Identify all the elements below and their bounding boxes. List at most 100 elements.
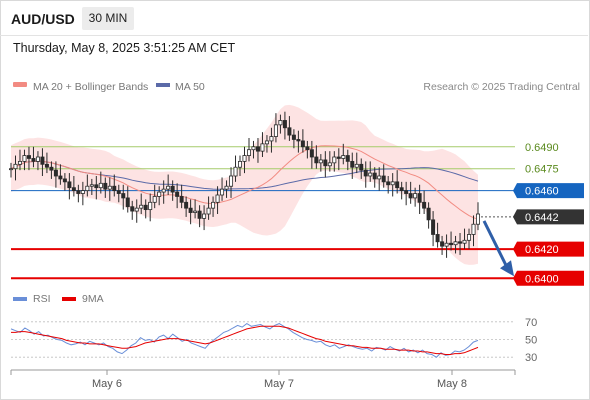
candle-body (206, 207, 211, 215)
candle-body (386, 181, 391, 186)
candle-body (40, 156, 45, 165)
candle (242, 146, 247, 174)
candle (125, 186, 130, 213)
rsi-tick-30: 30 (525, 352, 537, 364)
x-tick-label: May 6 (92, 378, 122, 390)
candle (238, 155, 243, 176)
x-tick-label: May 7 (264, 378, 294, 390)
candle-body (359, 163, 364, 171)
candle (260, 132, 265, 157)
level-label-0.6460: 0.6460 (525, 186, 559, 198)
candle-body (67, 181, 72, 189)
candle-body (440, 241, 445, 247)
candle (467, 228, 472, 250)
candle (35, 151, 40, 171)
ma20-legend-swatch (13, 82, 27, 87)
candle (44, 152, 49, 174)
candle-body (229, 175, 234, 187)
candle (53, 161, 58, 188)
candle (422, 190, 427, 214)
header-divider (0, 35, 588, 36)
forecast-arrow-shaft (482, 220, 509, 268)
candle (31, 146, 36, 168)
candle (296, 130, 301, 153)
candle-body (354, 163, 359, 168)
candle (103, 177, 108, 198)
ma20-line (10, 145, 479, 220)
level-label-0.6475: 0.6475 (525, 164, 559, 176)
candle (220, 177, 225, 201)
candle (444, 234, 449, 258)
candle-body (53, 169, 58, 177)
candle-body (98, 182, 103, 189)
candle-body (76, 190, 81, 194)
candle-body (417, 193, 422, 203)
candle-body (413, 193, 418, 199)
rsi-line (10, 322, 479, 358)
candle (336, 148, 341, 171)
candle-body (197, 210, 202, 219)
candle (417, 184, 422, 214)
candle (152, 184, 157, 209)
candle-body (125, 197, 130, 208)
candle (345, 149, 350, 171)
ma50-legend-swatch (156, 83, 170, 87)
candle (269, 127, 274, 153)
time-axis: May 6 May 7 May 8 (10, 369, 516, 390)
candle-body (336, 156, 341, 159)
candle-body (435, 234, 440, 243)
candle-body (318, 159, 323, 164)
rsi-tick-50: 50 (525, 335, 537, 347)
candle-body (314, 156, 319, 164)
candle (431, 211, 436, 247)
level-label-0.6420: 0.6420 (525, 244, 559, 256)
candle-body (13, 163, 18, 170)
candle (354, 152, 359, 174)
candle-body (287, 127, 292, 136)
candle-body (471, 223, 476, 235)
candle (202, 205, 207, 231)
candle (139, 193, 144, 214)
candle-body (26, 155, 31, 159)
symbol-title: AUD/USD (11, 11, 75, 27)
candle (161, 180, 166, 204)
candle (107, 177, 112, 201)
candle (287, 116, 292, 141)
candle-body (260, 143, 265, 152)
candle (440, 235, 445, 255)
candle-body (193, 210, 198, 213)
candle (17, 149, 22, 171)
candle (426, 202, 431, 229)
candle (458, 233, 463, 255)
candle (224, 180, 229, 198)
candle-body (220, 188, 225, 196)
candle (67, 173, 72, 200)
candle (49, 161, 54, 179)
candle-body (309, 149, 314, 158)
candle-body (282, 120, 287, 129)
candle (278, 114, 283, 134)
forecast-arrow-head (500, 260, 514, 277)
candle (58, 164, 63, 185)
candle (251, 140, 256, 159)
candle (148, 193, 153, 222)
candle-body (170, 185, 175, 193)
candle (211, 196, 216, 217)
candle (282, 111, 287, 140)
candle (184, 196, 189, 217)
candle (112, 174, 117, 197)
candle-body (202, 213, 207, 219)
candle (404, 181, 409, 206)
timeframe-button[interactable]: 30 MIN (82, 7, 134, 30)
bollinger-band (11, 104, 478, 265)
level-tag-0.6400 (513, 270, 584, 286)
candle-body (238, 160, 243, 168)
candle-body (381, 175, 386, 183)
candle-body (80, 190, 85, 194)
candle-body (404, 190, 409, 194)
candle-body (255, 146, 260, 152)
candle (372, 167, 377, 188)
candle (453, 235, 458, 254)
candle-body (462, 239, 467, 244)
candle-body (112, 185, 117, 192)
